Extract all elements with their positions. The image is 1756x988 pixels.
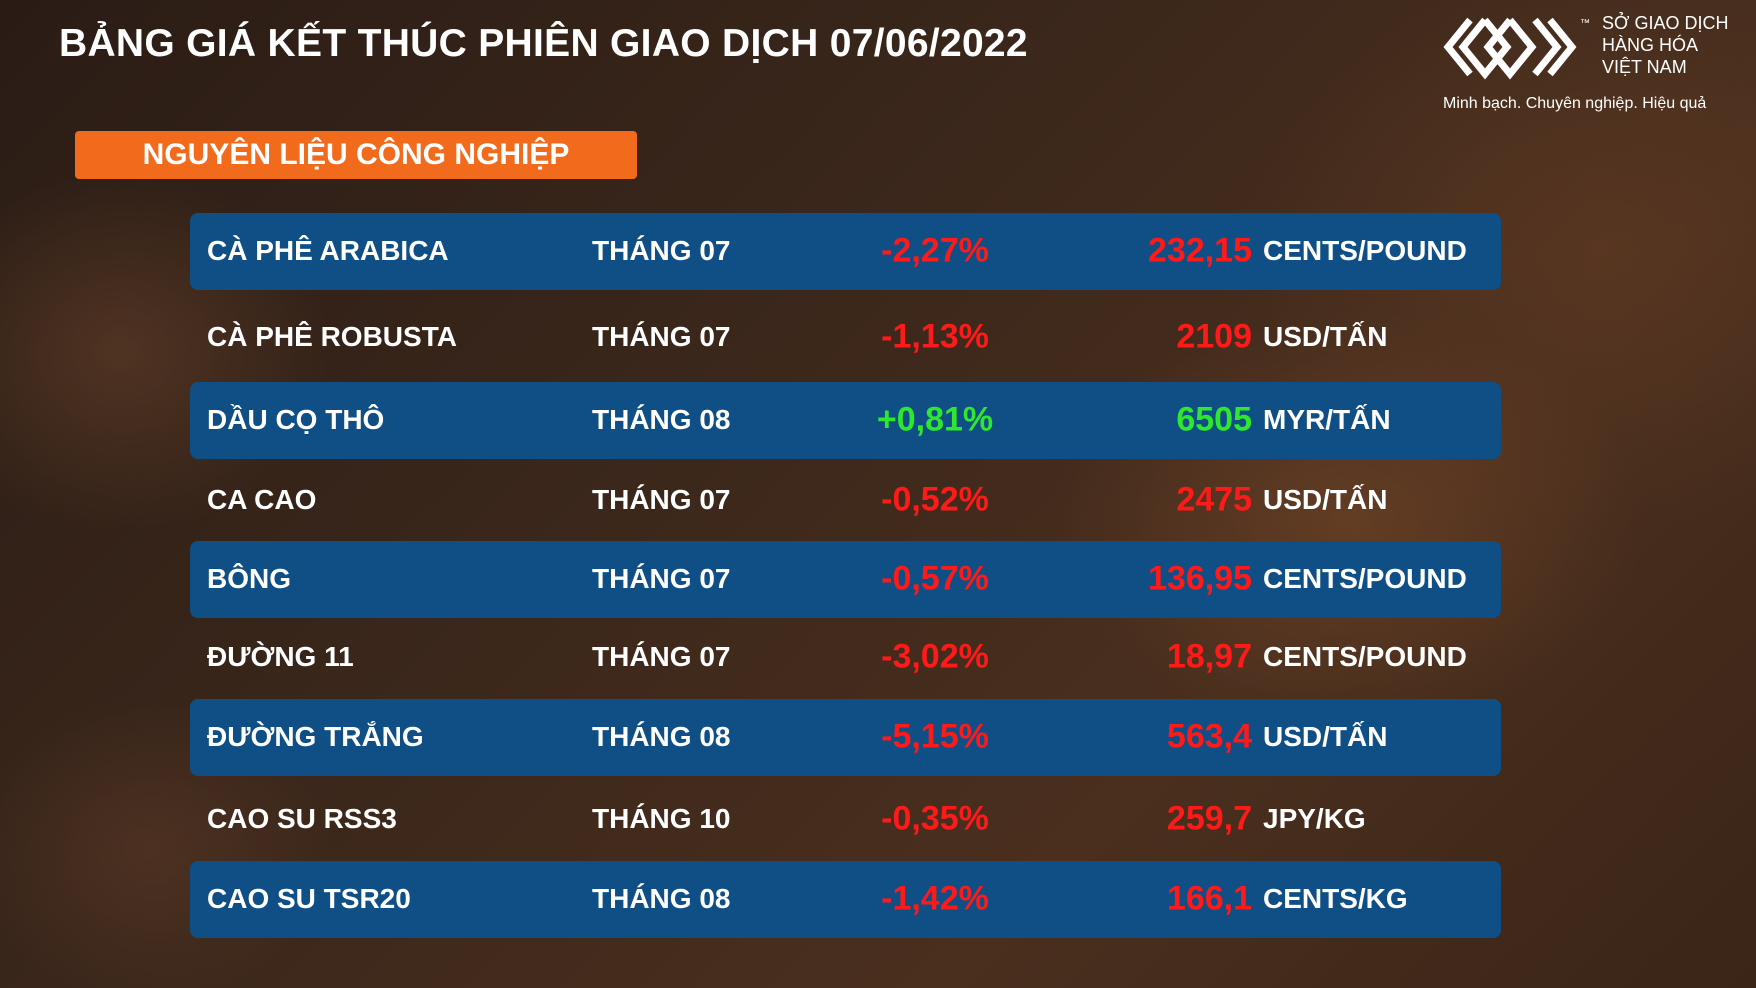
change-percent: -1,42% [881,879,989,918]
contract-month: THÁNG 07 [592,563,731,594]
price-unit: MYR/TẤN [1263,404,1391,435]
commodity-name: CAO SU RSS3 [207,803,397,834]
change-percent: +0,81% [876,400,994,439]
row-band [190,861,1501,938]
logo-line: VIỆT NAM [1602,57,1687,77]
price-unit: CENTS/POUND [1263,563,1467,594]
board-title: BẢNG GIÁ KẾT THÚC PHIÊN GIAO DỊCH 07/06/… [59,22,1028,65]
price: 2475 [1176,480,1252,519]
price: 166,1 [1166,879,1252,918]
price-unit: CENTS/POUND [1263,235,1467,266]
change-percent: -3,02% [881,637,989,676]
logo-mark [1443,17,1577,80]
commodity-name: CAO SU TSR20 [207,883,411,914]
row-band [190,382,1501,459]
commodity-name: CÀ PHÊ ARABICA [207,235,449,266]
commodity-name: DẦU CỌ THÔ [207,404,385,435]
price-unit: USD/TẤN [1263,321,1388,352]
change-percent: -0,52% [881,480,989,519]
logo-line: SỞ GIAO DỊCH [1602,13,1729,33]
contract-month: THÁNG 08 [592,404,731,435]
price: 18,97 [1166,637,1252,676]
contract-month: THÁNG 07 [592,235,731,266]
tagline: Minh bạch. Chuyên nghiệp. Hiệu quả [1443,95,1707,112]
change-percent: -2,27% [881,231,989,270]
price-unit: USD/TẤN [1263,484,1388,515]
price: 259,7 [1166,799,1252,838]
row-band [190,699,1501,776]
commodity-name: ĐƯỜNG TRẮNG [207,721,424,752]
commodity-name: ĐƯỜNG 11 [207,641,354,672]
price: 2109 [1176,317,1252,356]
contract-month: THÁNG 08 [592,883,731,914]
price-unit: CENTS/KG [1263,883,1408,914]
price: 232,15 [1148,231,1252,270]
change-percent: -5,15% [881,717,989,756]
row-band [190,541,1501,618]
price-unit: JPY/KG [1263,803,1366,834]
price: 563,4 [1166,717,1252,756]
commodity-name: BÔNG [207,563,291,594]
contract-month: THÁNG 07 [592,321,731,352]
commodity-name: CA CAO [207,484,317,515]
change-percent: -1,13% [881,317,989,356]
logo-line: HÀNG HÓA [1602,35,1699,55]
section-label: NGUYÊN LIỆU CÔNG NGHIỆP [75,131,637,179]
trademark: ™ [1580,18,1590,29]
price-unit: USD/TẤN [1263,721,1388,752]
contract-month: THÁNG 07 [592,641,731,672]
contract-month: THÁNG 08 [592,721,731,752]
price: 6505 [1176,400,1252,439]
price-unit: CENTS/POUND [1263,641,1467,672]
row-band [190,213,1501,290]
price: 136,95 [1148,559,1252,598]
change-percent: -0,35% [881,799,989,838]
contract-month: THÁNG 07 [592,484,731,515]
contract-month: THÁNG 10 [592,803,731,834]
commodity-name: CÀ PHÊ ROBUSTA [207,321,457,352]
change-percent: -0,57% [881,559,989,598]
